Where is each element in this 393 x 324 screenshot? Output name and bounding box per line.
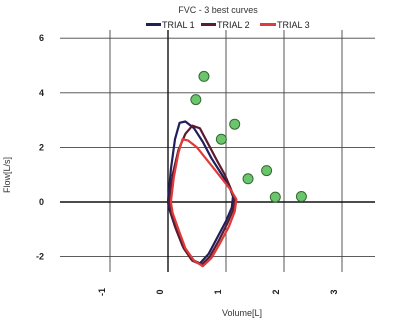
x-tick-label: 2	[271, 289, 281, 294]
x-tick-label: 3	[329, 289, 339, 294]
predicted-point	[229, 118, 241, 130]
predicted-points	[190, 70, 307, 203]
legend-label-trial-1: TRIAL 1	[162, 20, 195, 30]
legend-label-trial-2: TRIAL 2	[217, 20, 250, 30]
y-tick-label: 6	[39, 33, 44, 43]
y-tick-label: -2	[36, 252, 44, 262]
x-tick-label: 0	[155, 289, 165, 294]
y-tick-label: 2	[39, 142, 44, 152]
predicted-point	[269, 191, 281, 203]
grid	[60, 30, 375, 272]
predicted-point	[215, 133, 227, 145]
y-tick-label: 0	[39, 197, 44, 207]
predicted-point	[198, 70, 210, 82]
predicted-point	[190, 94, 202, 106]
series-lines	[166, 120, 238, 268]
axes	[60, 30, 375, 272]
tick-labels: -2 0 2 4 6 -1 0 1 2 3	[36, 33, 339, 296]
x-tick-label: 1	[213, 289, 223, 294]
y-tick-label: 4	[39, 88, 44, 98]
legend-label-trial-3: TRIAL 3	[277, 20, 310, 30]
legend: TRIAL 1 TRIAL 2 TRIAL 3	[146, 20, 310, 30]
y-axis-label: Flow[L/s]	[2, 157, 12, 193]
predicted-point	[242, 173, 254, 185]
x-axis-label: Volume[L]	[222, 308, 262, 318]
predicted-point	[295, 191, 307, 203]
x-tick-label: -1	[97, 288, 107, 296]
predicted-point	[261, 165, 273, 177]
chart-title: FVC - 3 best curves	[178, 5, 258, 15]
series-line-trial-2	[168, 124, 236, 266]
series-line-trial-3	[169, 138, 238, 268]
